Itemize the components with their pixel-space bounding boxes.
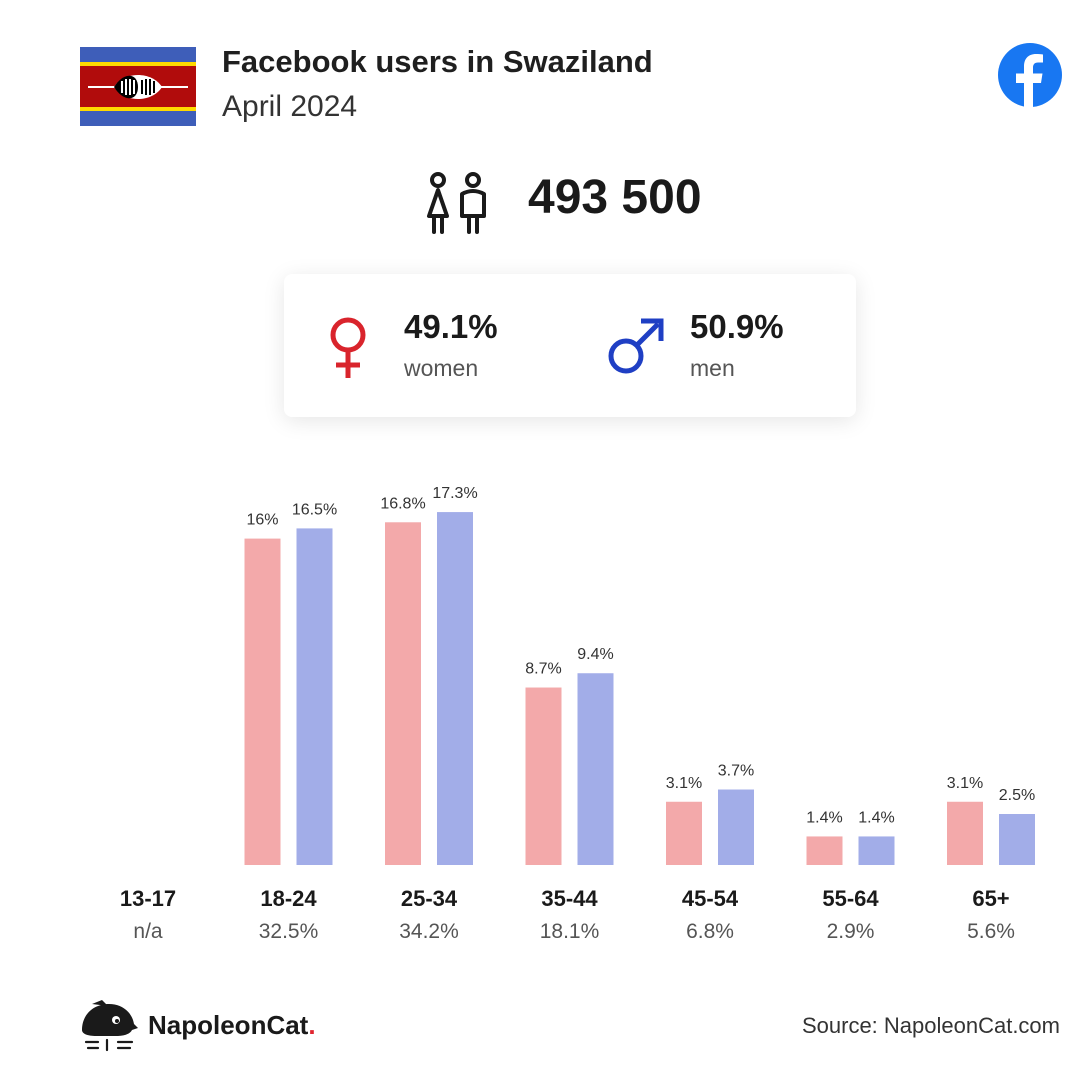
bar-women-35-44 [525, 687, 562, 865]
bar-women-55-64 [806, 836, 843, 865]
data-label-women-25-34: 16.8% [380, 495, 425, 512]
category-label-65+: 65+ [972, 886, 1009, 911]
data-label-men-35-44: 9.4% [577, 646, 613, 663]
data-label-women-18-24: 16% [246, 512, 278, 529]
brand-name: NapoleonCat [148, 1010, 309, 1040]
page-subtitle: April 2024 [222, 90, 358, 123]
category-total-13-17: n/a [133, 920, 163, 943]
category-label-13-17: 13-17 [120, 886, 176, 911]
data-label-women-55-64: 1.4% [806, 809, 842, 826]
total-users: 493 500 [528, 171, 702, 224]
data-label-men-25-34: 17.3% [432, 485, 477, 502]
source-text: Source: NapoleonCat.com [801, 1013, 1060, 1038]
category-label-18-24: 18-24 [260, 886, 317, 911]
women-label: women [404, 355, 479, 381]
category-total-45-54: 6.8% [686, 920, 734, 943]
bar-men-35-44 [577, 673, 614, 865]
facebook-icon [998, 43, 1062, 108]
category-label-45-54: 45-54 [682, 886, 739, 911]
category-label-25-34: 25-34 [401, 886, 458, 911]
category-total-35-44: 18.1% [540, 920, 600, 943]
bar-men-65+ [999, 814, 1035, 865]
bar-women-65+ [947, 801, 983, 865]
bar-women-45-54 [666, 801, 702, 865]
age-gender-bar-chart: 13-17 n/a 16% 16.5% 18-24 32.5% 16.8% 17.3% 25-3… [120, 485, 1035, 943]
napoleoncat-brand: NapoleonCat. [148, 1010, 316, 1041]
data-label-women-45-54: 3.1% [666, 775, 702, 792]
men-label: men [690, 355, 735, 381]
napoleoncat-logo-icon [82, 1000, 138, 1052]
brand-dot: . [308, 1010, 316, 1040]
category-total-18-24: 32.5% [259, 920, 319, 943]
page-title: Facebook users in Swaziland [222, 44, 653, 79]
bar-men-25-34 [437, 512, 473, 865]
users-icon [427, 172, 486, 234]
bar-women-18-24 [244, 538, 281, 865]
data-label-men-65+: 2.5% [999, 787, 1035, 804]
swaziland-flag-icon [80, 47, 196, 126]
bar-men-18-24 [296, 528, 333, 865]
data-label-women-35-44: 8.7% [525, 661, 561, 678]
data-label-men-55-64: 1.4% [858, 809, 894, 826]
male-icon [608, 318, 664, 374]
category-label-35-44: 35-44 [541, 886, 598, 911]
data-label-men-45-54: 3.7% [718, 763, 754, 780]
female-icon [330, 317, 366, 378]
data-label-women-65+: 3.1% [947, 775, 983, 792]
bar-men-55-64 [858, 836, 895, 865]
data-label-men-18-24: 16.5% [292, 501, 337, 518]
category-total-55-64: 2.9% [827, 920, 875, 943]
gender-card: 49.1% women 50.9% men [284, 274, 856, 417]
women-percentage: 49.1% [404, 308, 498, 345]
men-percentage: 50.9% [690, 308, 784, 345]
bar-men-45-54 [718, 789, 754, 865]
category-total-25-34: 34.2% [399, 920, 459, 943]
category-label-55-64: 55-64 [822, 886, 879, 911]
category-total-65+: 5.6% [967, 920, 1015, 943]
bar-women-25-34 [385, 522, 421, 865]
